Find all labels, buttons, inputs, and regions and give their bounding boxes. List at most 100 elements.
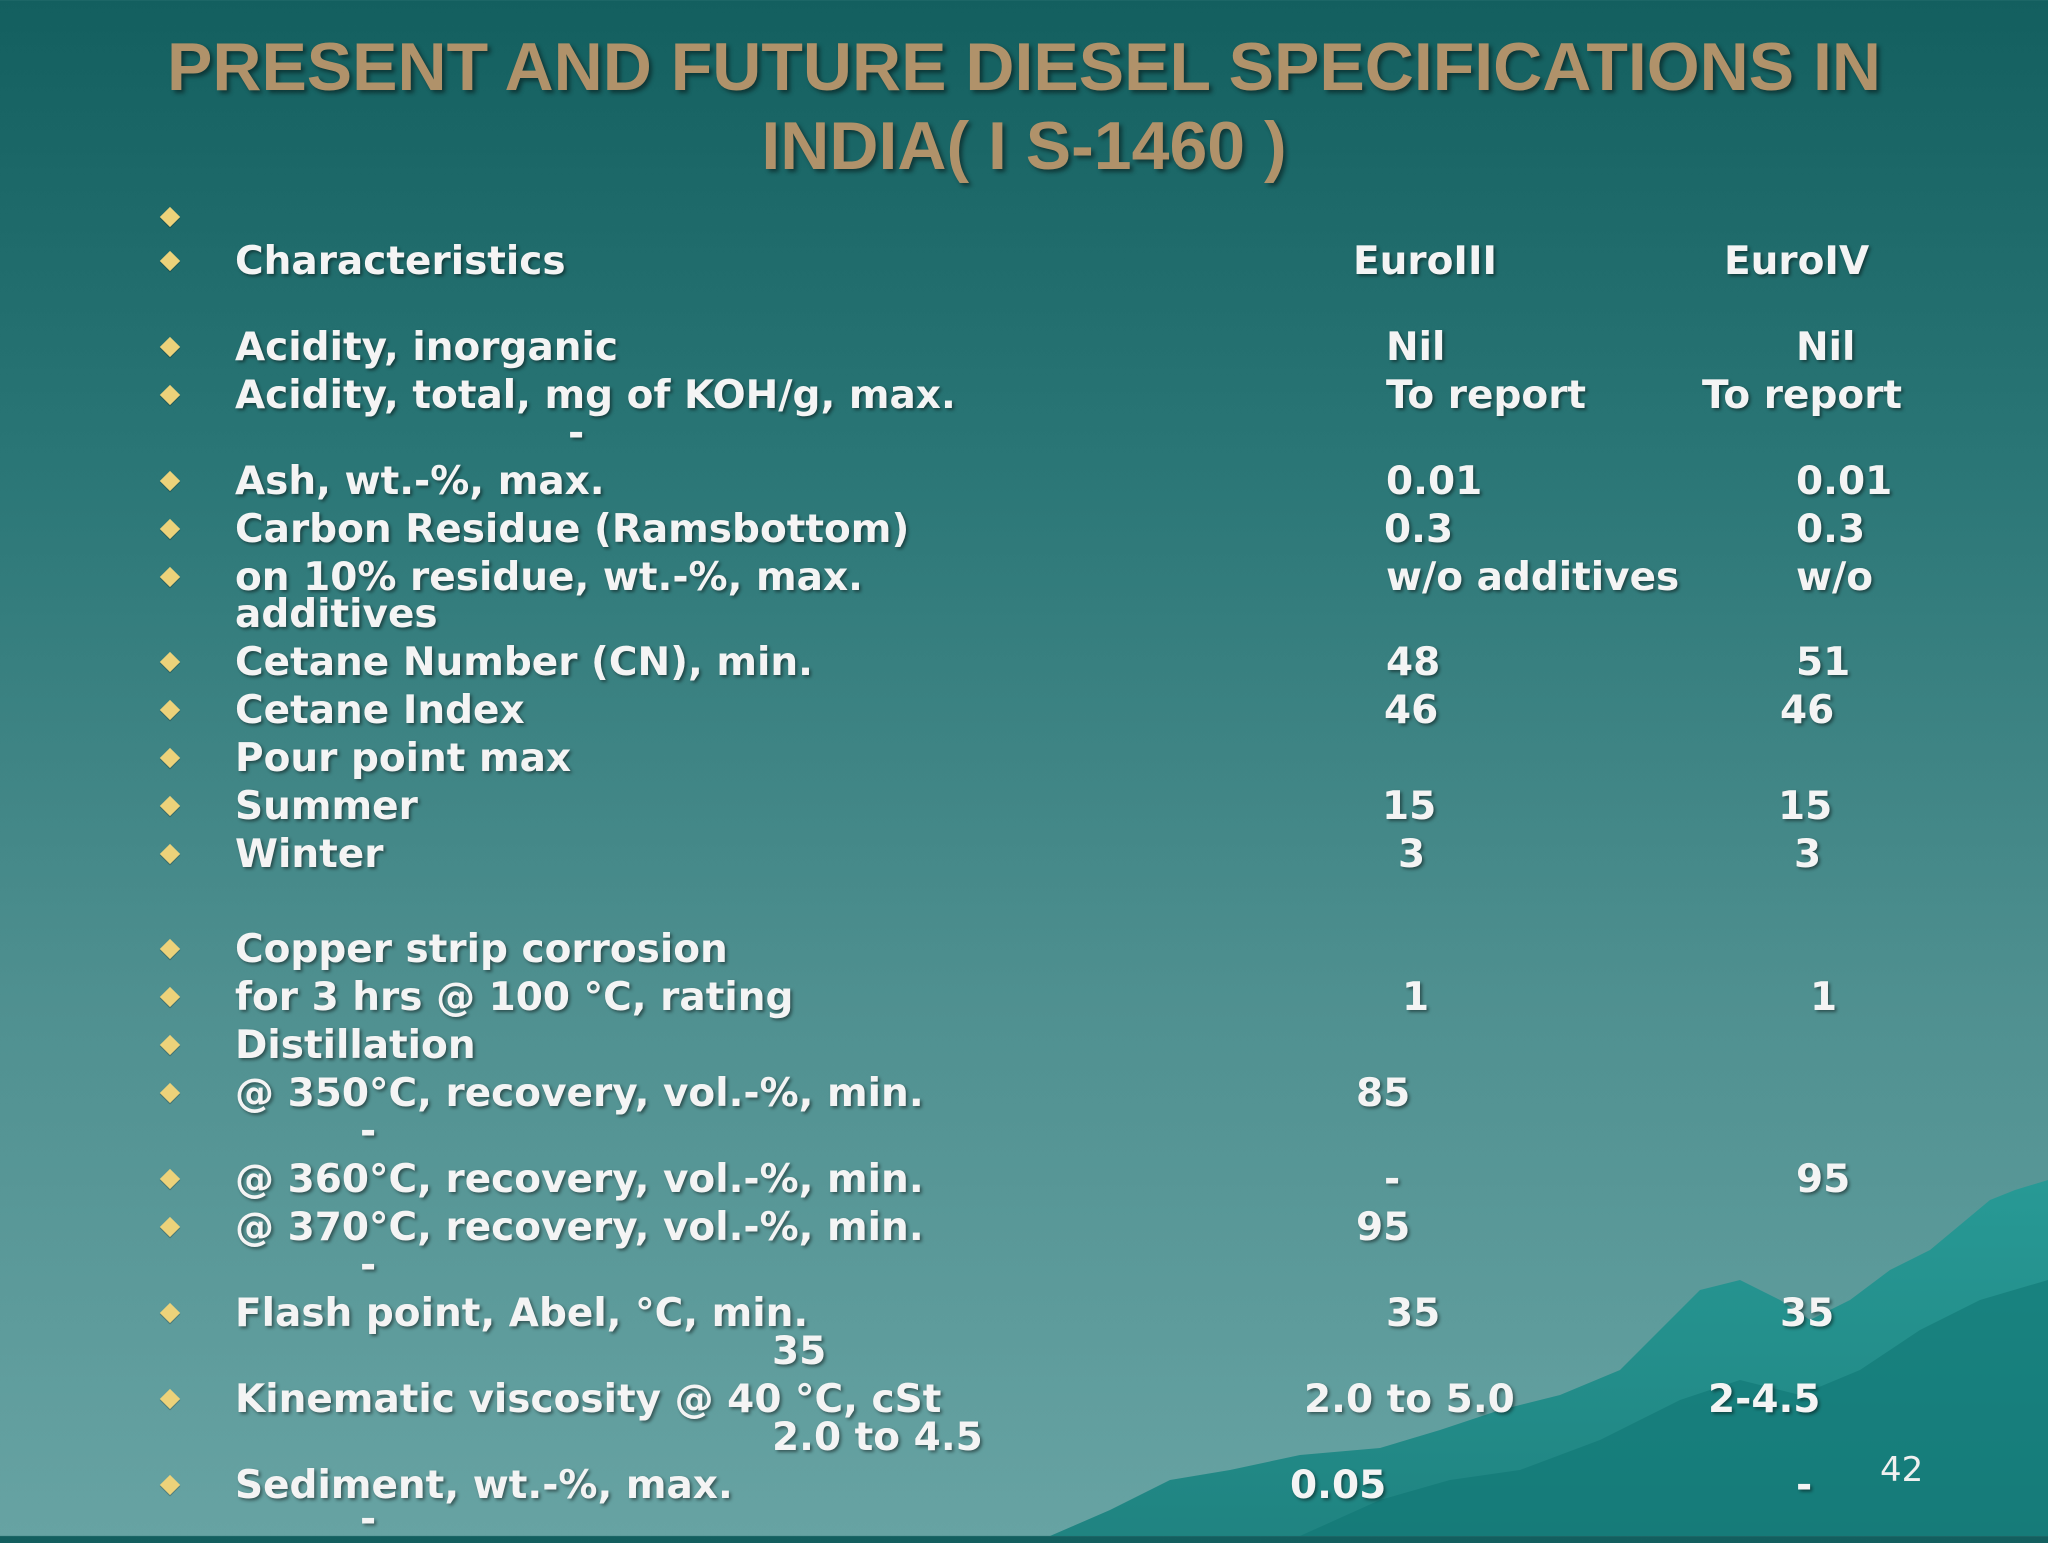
euro3-value: 0.01 bbox=[1386, 459, 1483, 504]
diamond-bullet-icon bbox=[159, 843, 181, 865]
diamond-bullet-icon bbox=[159, 747, 181, 769]
spec-row: Kinematic viscosity @ 40 °C, cSt 2.0 to … bbox=[0, 1377, 2048, 1425]
diamond-bullet-icon bbox=[159, 566, 181, 588]
euro4-value: 15 bbox=[1778, 784, 1833, 829]
spec-row: Flash point, Abel, °C, min. 35 35 bbox=[0, 1291, 2048, 1339]
spec-label: @ 370°C, recovery, vol.-%, min. bbox=[235, 1205, 924, 1250]
diamond-bullet-icon bbox=[159, 206, 181, 228]
euro3-value: 1 bbox=[1402, 975, 1430, 1020]
euro4-value: 51 bbox=[1796, 640, 1851, 685]
spec-label: Winter bbox=[235, 832, 384, 877]
header-euro4: EuroIV bbox=[1724, 239, 1870, 284]
spec-row: Cetane Number (CN), min. 48 51 bbox=[0, 640, 2048, 688]
spec-row: Copper strip corrosion bbox=[0, 927, 2048, 975]
spec-label: for 3 hrs @ 100 °C, rating bbox=[235, 975, 794, 1020]
euro3-value: 0.3 bbox=[1384, 507, 1454, 552]
euro3-value: - bbox=[1384, 1157, 1401, 1202]
euro4-value: 46 bbox=[1780, 688, 1835, 733]
euro4-value: To report bbox=[1702, 373, 1903, 418]
diamond-bullet-icon bbox=[159, 1216, 181, 1238]
spec-row: Distillation bbox=[0, 1023, 2048, 1071]
spec-row: Acidity, inorganic Nil Nil bbox=[0, 325, 2048, 373]
spec-label: Acidity, inorganic bbox=[235, 325, 619, 370]
spec-row: Acidity, total, mg of KOH/g, max. To rep… bbox=[0, 373, 2048, 421]
euro3-value: Nil bbox=[1386, 325, 1446, 370]
euro3-value: 85 bbox=[1356, 1071, 1411, 1116]
spec-row: @ 350°C, recovery, vol.-%, min. 85 bbox=[0, 1071, 2048, 1119]
spec-extra: - bbox=[568, 411, 585, 456]
diamond-bullet-icon bbox=[159, 986, 181, 1008]
euro4-value: w/o bbox=[1796, 555, 1874, 600]
spec-label: Sediment, wt.-%, max. bbox=[235, 1463, 733, 1508]
diamond-bullet-icon bbox=[159, 1474, 181, 1496]
spec-extra: additives bbox=[235, 592, 438, 637]
spec-label: @ 360°C, recovery, vol.-%, min. bbox=[235, 1157, 924, 1202]
diamond-bullet-icon bbox=[159, 1302, 181, 1324]
diamond-bullet-icon bbox=[159, 1082, 181, 1104]
page-title-line2: INDIA( I S-1460 ) bbox=[761, 108, 1287, 184]
spec-label: @ 350°C, recovery, vol.-%, min. bbox=[235, 1071, 924, 1116]
diamond-bullet-icon bbox=[159, 250, 181, 272]
euro3-value: 2.0 to 5.0 bbox=[1304, 1377, 1515, 1422]
spec-label: Cetane Number (CN), min. bbox=[235, 640, 813, 685]
euro3-value: To report bbox=[1386, 373, 1587, 418]
euro3-value: 35 bbox=[1386, 1291, 1441, 1336]
euro4-value: 1 bbox=[1810, 975, 1838, 1020]
diamond-bullet-icon bbox=[159, 384, 181, 406]
euro4-value: 3 bbox=[1794, 832, 1822, 877]
euro4-value: 2-4.5 bbox=[1708, 1377, 1821, 1422]
spec-extra: - bbox=[360, 1497, 377, 1542]
spec-extra: 2.0 to 4.5 bbox=[772, 1415, 983, 1460]
diamond-bullet-icon bbox=[159, 1168, 181, 1190]
spec-label: Kinematic viscosity @ 40 °C, cSt bbox=[235, 1377, 942, 1422]
spec-row: for 3 hrs @ 100 °C, rating 1 1 bbox=[0, 975, 2048, 1023]
spec-row: Pour point max bbox=[0, 736, 2048, 784]
spec-row: Cetane Index 46 46 bbox=[0, 688, 2048, 736]
spec-label: on 10% residue, wt.-%, max. bbox=[235, 555, 863, 600]
spec-label: Summer bbox=[235, 784, 418, 829]
diamond-bullet-icon bbox=[159, 795, 181, 817]
spec-row: Winter 3 3 bbox=[0, 832, 2048, 880]
euro4-value: Nil bbox=[1796, 325, 1856, 370]
table-header-row: Characteristics EuroIII EuroIV bbox=[0, 239, 2048, 287]
spec-row: Summer 15 15 bbox=[0, 784, 2048, 832]
spec-label: Carbon Residue (Ramsbottom) bbox=[235, 507, 910, 552]
diamond-bullet-icon bbox=[159, 336, 181, 358]
spec-extra: 35 bbox=[772, 1329, 827, 1374]
page-number: 42 bbox=[1880, 1450, 1924, 1490]
euro4-value: 0.01 bbox=[1796, 459, 1893, 504]
spec-label: Ash, wt.-%, max. bbox=[235, 459, 605, 504]
euro3-value: 15 bbox=[1382, 784, 1437, 829]
spec-row: @ 360°C, recovery, vol.-%, min. - 95 bbox=[0, 1157, 2048, 1205]
spec-label: Distillation bbox=[235, 1023, 476, 1068]
spec-row: on 10% residue, wt.-%, max. w/o additive… bbox=[0, 555, 2048, 603]
euro4-value: - bbox=[1796, 1463, 1813, 1508]
spec-label: Copper strip corrosion bbox=[235, 927, 728, 972]
euro3-value: 3 bbox=[1398, 832, 1426, 877]
spec-extra: - bbox=[360, 1109, 377, 1154]
euro3-value: w/o additives bbox=[1386, 555, 1680, 600]
euro3-value: 95 bbox=[1356, 1205, 1411, 1250]
euro4-value: 0.3 bbox=[1796, 507, 1866, 552]
euro4-value: 95 bbox=[1796, 1157, 1851, 1202]
euro3-value: 48 bbox=[1386, 640, 1441, 685]
spec-row: Ash, wt.-%, max. 0.01 0.01 bbox=[0, 459, 2048, 507]
diamond-bullet-icon bbox=[159, 651, 181, 673]
euro4-value: 35 bbox=[1780, 1291, 1835, 1336]
spec-label: Flash point, Abel, °C, min. bbox=[235, 1291, 809, 1336]
euro3-value: 46 bbox=[1384, 688, 1439, 733]
diamond-bullet-icon bbox=[159, 938, 181, 960]
spec-label: Pour point max bbox=[235, 736, 572, 781]
spec-extra: - bbox=[360, 1243, 377, 1288]
page-title-line1: PRESENT AND FUTURE DIESEL SPECIFICATIONS… bbox=[166, 29, 1881, 105]
diamond-bullet-icon bbox=[159, 1388, 181, 1410]
header-euro3: EuroIII bbox=[1353, 239, 1497, 284]
empty-bullet-row bbox=[0, 195, 2048, 243]
header-characteristics: Characteristics bbox=[235, 239, 566, 284]
spec-label: Acidity, total, mg of KOH/g, max. bbox=[235, 373, 956, 418]
diamond-bullet-icon bbox=[159, 518, 181, 540]
spec-row: Carbon Residue (Ramsbottom) 0.3 0.3 bbox=[0, 507, 2048, 555]
spec-label: Cetane Index bbox=[235, 688, 525, 733]
euro3-value: 0.05 bbox=[1290, 1463, 1387, 1508]
